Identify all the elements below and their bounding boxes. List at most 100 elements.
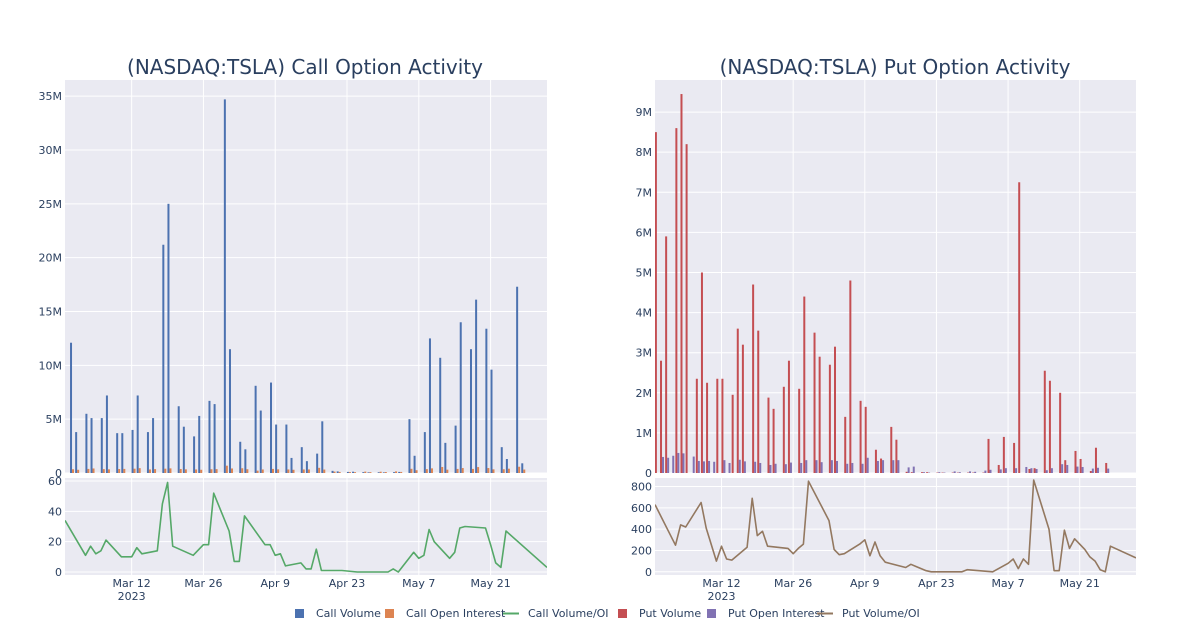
put-ratio-y-tick-label: 200	[631, 544, 652, 557]
put-y-tick-label: 7M	[636, 186, 653, 199]
put-open-interest-bar	[953, 471, 956, 473]
put-volume-bar	[757, 330, 760, 473]
put-ratio-y-tick-label: 800	[631, 481, 652, 494]
put-volume-bar	[982, 472, 985, 473]
put-open-interest-bar	[1030, 468, 1033, 473]
call-open-interest-bar	[72, 469, 75, 473]
call-open-interest-bar	[302, 469, 305, 473]
put-open-interest-bar	[697, 460, 700, 473]
call-volume-bar	[254, 385, 257, 473]
call-volume-bar	[228, 349, 231, 473]
put-open-interest-bar	[702, 461, 705, 473]
put-open-interest-bar	[784, 464, 787, 473]
call-open-interest-bar	[277, 469, 280, 473]
put-volume-bar	[736, 328, 739, 473]
call-open-interest-bar	[502, 469, 505, 473]
call-volume-bar	[177, 406, 180, 473]
put-volume-bar	[936, 472, 939, 473]
put-open-interest-bar	[984, 470, 987, 473]
put-chart-title: (NASDAQ:TSLA) Put Option Activity	[720, 55, 1071, 79]
call-volume-bar	[505, 459, 508, 473]
put-open-interest-bar	[846, 463, 849, 473]
call-open-interest-bar	[415, 470, 418, 473]
put-y-tick-label: 9M	[636, 106, 653, 119]
call-open-interest-bar	[195, 469, 198, 473]
put-volume-bar	[660, 360, 663, 473]
put-open-interest-bar	[907, 467, 910, 473]
put-volume-bar	[716, 378, 719, 473]
call-volume-bar	[469, 349, 472, 473]
put-volume-bar	[1074, 450, 1077, 473]
put-open-interest-bar	[969, 471, 972, 473]
put-volume-bar	[818, 356, 821, 473]
put-open-interest-bar	[912, 466, 915, 473]
call-volume-bar	[259, 410, 262, 473]
put-open-interest-bar	[1004, 468, 1007, 473]
call-open-interest-bar	[292, 469, 295, 473]
call-volume-bar	[121, 433, 124, 473]
put-volume-bar	[895, 439, 898, 473]
call-volume-bar	[300, 447, 303, 473]
call-volume-bar	[116, 433, 119, 473]
put-open-interest-bar	[835, 460, 838, 473]
put-open-interest-legend-item: Put Open Interest	[707, 607, 825, 620]
put-open-interest-bar	[1035, 468, 1038, 473]
call-open-interest-bar	[77, 469, 80, 473]
put-y-tick-label: 8M	[636, 146, 653, 159]
call-volume-bar	[213, 404, 216, 473]
call-open-interest-bar	[102, 469, 105, 473]
put-ratio-plot-area	[655, 478, 1136, 575]
put-open-interest-bar	[989, 469, 992, 473]
put-volume-bar	[665, 236, 668, 473]
put-x-tick-label: Apr 23	[918, 577, 955, 590]
put-volume-bar	[1048, 380, 1051, 473]
call-open-interest-bar	[287, 469, 290, 473]
put-volume-bar	[680, 94, 683, 473]
put-open-interest-bar	[876, 460, 879, 473]
put-open-interest-bar	[892, 460, 895, 473]
put-open-interest-bar	[713, 461, 716, 473]
put-y-tick-label: 2M	[636, 387, 653, 400]
put-volume-bar	[920, 472, 923, 473]
call-volume-bar	[413, 455, 416, 473]
call-volume-oi-legend-item: Call Volume/OI	[503, 607, 609, 620]
call-volume-bar	[352, 471, 355, 473]
call-x-year-label: 2023	[118, 590, 146, 603]
call-volume-bar	[223, 99, 226, 473]
call-open-interest-bar	[338, 471, 341, 473]
call-open-interest-bar	[261, 469, 264, 473]
put-open-interest-bar	[723, 460, 726, 473]
put-open-interest-bar	[1025, 466, 1028, 473]
call-volume-oi-line	[65, 481, 547, 573]
call-volume-bar	[459, 322, 462, 473]
put-open-interest-bar	[999, 469, 1002, 473]
call-volume-bar	[362, 472, 365, 473]
put-volume-bar	[1013, 442, 1016, 473]
put-volume-bar	[767, 397, 770, 473]
call-volume-bar	[316, 453, 319, 473]
put-volume-bar	[741, 344, 744, 473]
call-open-interest-bar	[369, 472, 372, 473]
put-open-interest-bar	[692, 456, 695, 473]
call-open-interest-bar	[461, 468, 464, 473]
put-ratio-y-tick-label: 600	[631, 502, 652, 515]
call-volume-bar	[305, 461, 308, 473]
put-open-interest-bar	[708, 460, 711, 473]
put-volume-bar	[798, 388, 801, 473]
put-open-interest-bar	[1096, 467, 1099, 473]
call-open-interest-bar	[400, 471, 403, 473]
call-x-tick-label: Apr 23	[329, 577, 366, 590]
call-y-tick-label: 20M	[39, 252, 63, 265]
call-volume-bar	[500, 447, 503, 473]
call-volume-bar	[182, 426, 185, 473]
call-open-interest-legend-label: Call Open Interest	[406, 607, 506, 620]
put-volume-bar	[655, 132, 657, 473]
put-y-tick-label: 0	[645, 467, 652, 480]
call-volume-bar	[100, 418, 103, 473]
put-x-tick-label: May 7	[991, 577, 1024, 590]
call-volume-bar	[208, 400, 211, 473]
put-open-interest-bar	[928, 472, 931, 473]
call-x-tick-label: May 21	[470, 577, 510, 590]
put-open-interest-bar	[1107, 468, 1110, 473]
